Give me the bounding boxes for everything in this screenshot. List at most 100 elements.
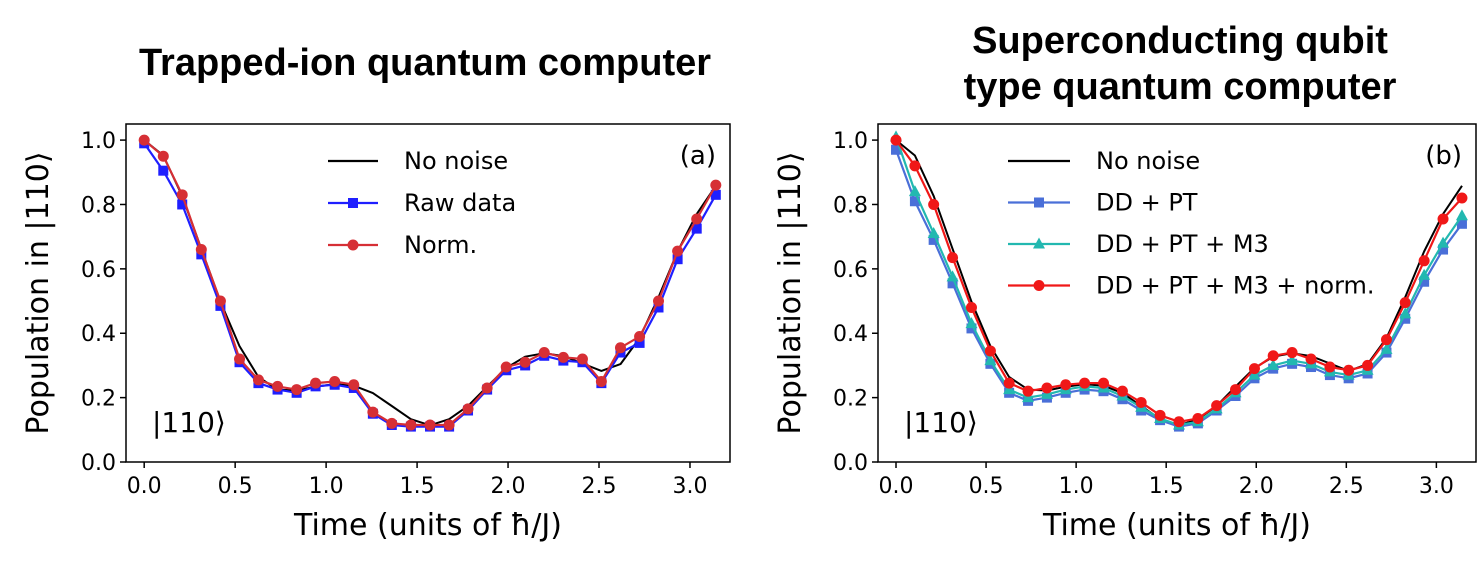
chart-b-data-point — [1267, 358, 1280, 370]
chart-b-data-point — [1324, 361, 1336, 373]
chart-a-data-point — [310, 377, 322, 389]
chart-b-data-point — [928, 198, 940, 210]
chart-b-legend-entry: No noise — [1096, 147, 1200, 175]
chart-b-data-point — [1437, 236, 1450, 248]
chart-b-data-point — [891, 144, 902, 155]
chart-a-title: Trapped-ion quantum computer — [138, 42, 712, 84]
chart-a-legend-entry: No noise — [404, 147, 508, 175]
chart-a-data-point — [519, 356, 531, 368]
chart-b-title-line-1: Superconducting qubit — [972, 20, 1388, 62]
chart-a-data-point — [557, 351, 569, 363]
chart-a-xtick-label: 1.0 — [309, 474, 344, 499]
chart-a-state-label: |110⟩ — [152, 406, 226, 439]
chart-a-data-point — [710, 179, 722, 191]
chart-b-data-point — [1248, 363, 1260, 375]
chart-b-xtick-label: 3.0 — [1419, 474, 1454, 499]
chart-b-data-point — [1286, 354, 1299, 366]
chart-a-data-point — [234, 353, 246, 365]
chart-a-data-point — [138, 134, 150, 146]
chart-b-data-point — [1230, 384, 1242, 396]
chart-b-ytick-label: 0.4 — [833, 322, 868, 347]
chart-a-xtick-label: 0.0 — [127, 474, 162, 499]
chart-b-data-point — [947, 278, 958, 289]
chart-b-data-point — [1305, 353, 1317, 365]
chart-a-x-axis-label: Time (units of ħ/J) — [293, 508, 562, 543]
chart-a-legend: No noise Raw data Norm. — [328, 147, 516, 259]
chart-b-xtick-label: 2.0 — [1239, 474, 1274, 499]
chart-b-data-point — [909, 196, 920, 207]
chart-b-panel-label: (b) — [1425, 141, 1462, 171]
chart-b-xtick-label: 1.5 — [1149, 474, 1184, 499]
chart-a-data-point — [653, 295, 665, 307]
chart-b-legend-entry: DD + PT — [1096, 189, 1198, 217]
chart-a-data-point — [329, 376, 341, 388]
chart-b-xtick-label: 0.5 — [969, 474, 1004, 499]
chart-b-data-point — [1173, 416, 1185, 428]
chart-a-panel-label: (a) — [680, 141, 716, 171]
chart-b-data-point — [890, 134, 902, 146]
chart-a-xtick-label: 1.5 — [400, 474, 435, 499]
chart-a-data-point — [672, 245, 684, 257]
chart-b-legend-marker — [1033, 237, 1045, 249]
chart-b-data-point — [1098, 377, 1110, 389]
chart-b-data-point — [984, 354, 997, 366]
chart-a-xtick-label: 3.0 — [672, 474, 707, 499]
chart-a-data-point — [348, 379, 360, 391]
chart-b-data-point — [1380, 334, 1392, 346]
chart-b-data-point — [965, 301, 977, 313]
chart-a-data-point — [634, 330, 646, 342]
chart-b-data-point — [1003, 377, 1015, 389]
chart-b-data-point — [1022, 385, 1034, 397]
chart-b-data-point — [1455, 209, 1468, 221]
chart-a-data-point — [157, 150, 169, 162]
chart-a-data-point — [252, 374, 264, 386]
chart-b-legend-entry: DD + PT + M3 — [1096, 230, 1269, 258]
chart-a-ytick-label: 1.0 — [81, 129, 116, 154]
chart-a-legend-marker — [348, 198, 358, 208]
chart-b-data-point — [927, 226, 940, 238]
chart-a-data-point — [367, 406, 379, 418]
chart-b-data-point — [1267, 350, 1279, 362]
chart-b-data-point — [1154, 409, 1166, 421]
chart-b-data-point — [1437, 213, 1449, 225]
chart-b-data-point — [1399, 297, 1411, 309]
chart-a-ytick-label: 0.0 — [81, 451, 116, 476]
chart-b-plot-frame — [877, 123, 1477, 463]
chart-b-data-point — [984, 345, 996, 357]
chart-b-state-label: |110⟩ — [904, 406, 978, 439]
chart-a-data-point — [424, 419, 436, 431]
chart-b-ytick-label: 0.6 — [833, 258, 868, 283]
chart-a-data-point — [158, 165, 169, 176]
chart-b-series-3 — [890, 134, 1468, 428]
chart-b-data-point — [946, 270, 959, 282]
chart-b-data-point — [1456, 192, 1468, 204]
chart-b-data-point — [1135, 396, 1147, 408]
chart-b-data-point — [1192, 413, 1204, 425]
chart-a-data-point — [538, 347, 550, 359]
chart-b-legend-entry: DD + PT + M3 + norm. — [1096, 272, 1375, 300]
chart-a-data-point — [691, 223, 702, 234]
chart-a-xtick-label: 0.5 — [218, 474, 253, 499]
chart-b-data-point — [1419, 276, 1430, 287]
chart-b-data-point — [1418, 255, 1430, 267]
chart-b-xtick-label: 0.0 — [879, 474, 914, 499]
chart-b-ytick-label: 0.2 — [833, 387, 868, 412]
chart-a-data-point — [177, 199, 188, 210]
chart-b-data-point — [1362, 359, 1374, 371]
chart-a-data-point — [691, 213, 703, 225]
chart-b-ytick-label: 1.0 — [833, 129, 868, 154]
chart-a-data-point — [634, 337, 645, 348]
chart-b-legend-marker — [1034, 197, 1044, 208]
chart-b-ytick-label: 0.8 — [833, 193, 868, 218]
chart-a-plot-frame — [125, 123, 731, 463]
chart-a-data-point — [462, 403, 474, 415]
chart-b-data-point — [1399, 307, 1412, 319]
chart-a-series-2 — [138, 134, 722, 431]
chart-b-data-point — [1060, 379, 1072, 391]
chart-a-data-point — [272, 380, 284, 392]
chart-a-data-point — [653, 302, 664, 313]
chart-b-xtick-label: 1.0 — [1059, 474, 1094, 499]
chart-b-title: Superconducting qubit type quantum compu… — [880, 18, 1480, 110]
chart-b-data-point — [1211, 400, 1223, 412]
